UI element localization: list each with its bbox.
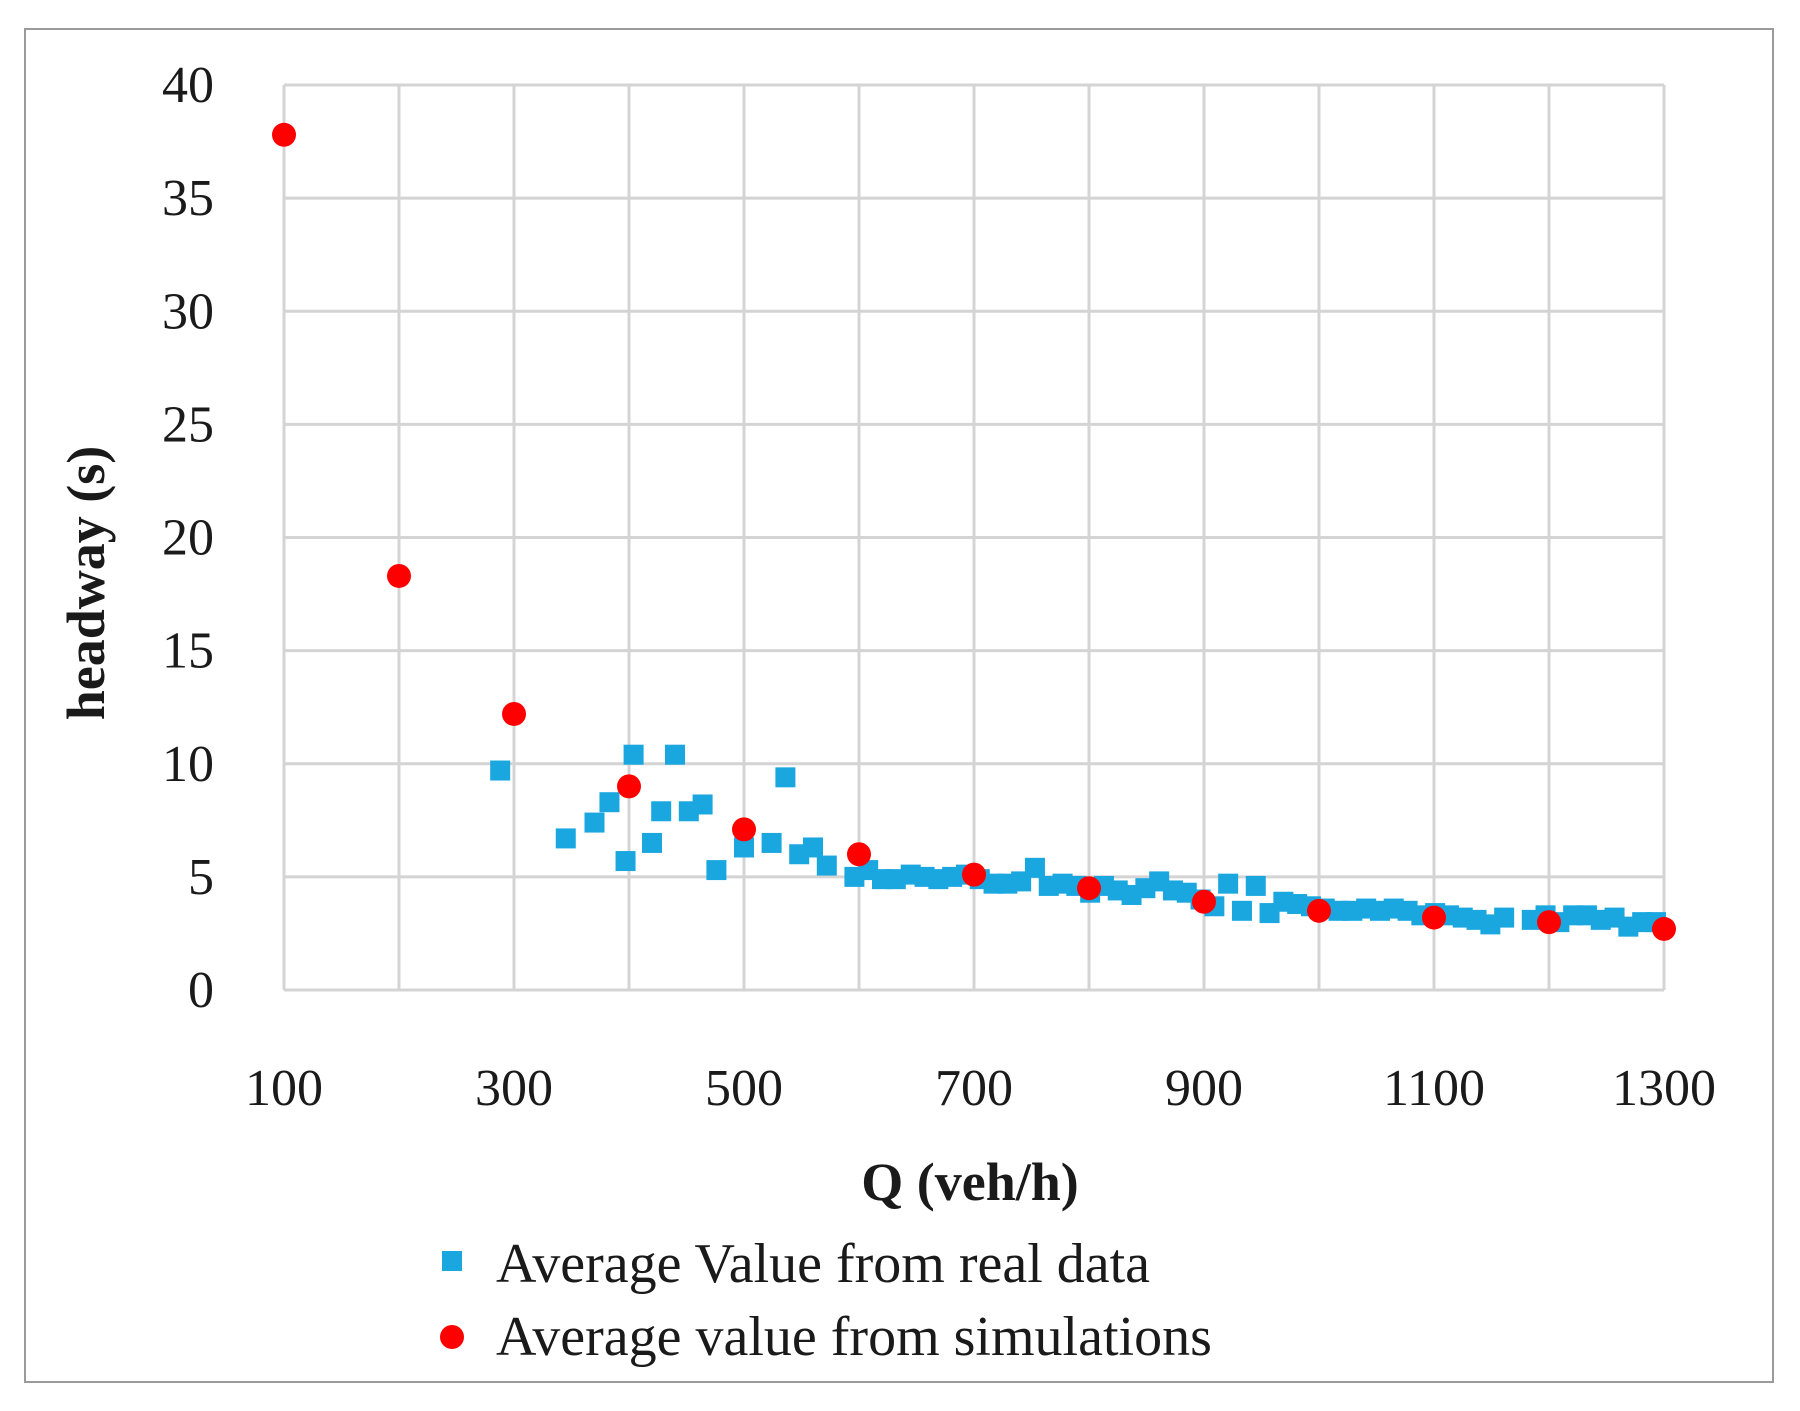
y-tick-label: 30 xyxy=(162,283,214,340)
chart-frame xyxy=(24,28,1774,1383)
real-data-point xyxy=(651,801,672,822)
y-axis-title: headway (s) xyxy=(56,446,116,721)
real-data-point xyxy=(490,760,511,781)
real-data-point xyxy=(623,744,644,765)
simulation-point xyxy=(1077,876,1101,901)
legend-label-real-data: Average Value from real data xyxy=(496,1233,1150,1295)
simulation-point xyxy=(962,862,986,887)
real-data-point xyxy=(775,767,796,788)
y-tick-label: 20 xyxy=(162,510,214,567)
y-tick-label: 25 xyxy=(162,396,214,453)
real-data-point xyxy=(642,832,662,853)
simulation-point xyxy=(847,842,871,867)
y-tick-label: 15 xyxy=(162,623,214,680)
real-data-point xyxy=(665,744,685,765)
real-data-point xyxy=(599,792,620,813)
x-tick-label: 700 xyxy=(935,1060,1013,1117)
x-tick-label: 900 xyxy=(1165,1060,1243,1117)
x-tick-label: 300 xyxy=(475,1060,553,1117)
simulation-point xyxy=(387,563,411,588)
y-tick-label: 40 xyxy=(162,57,214,114)
y-tick-label: 0 xyxy=(188,962,214,1019)
real-data-point xyxy=(816,855,837,876)
y-tick-label: 5 xyxy=(188,849,214,906)
grid-layer xyxy=(282,83,1666,992)
legend: Average Value from real data Average val… xyxy=(440,1233,1212,1368)
real-data-point xyxy=(615,851,636,872)
simulation-point xyxy=(1652,916,1676,941)
real-data-point xyxy=(692,794,713,815)
real-data-point xyxy=(555,828,576,849)
simulation-point xyxy=(732,817,756,842)
real-data-point xyxy=(584,812,605,833)
real-data-point xyxy=(1494,907,1515,928)
marks-layer xyxy=(272,122,1676,941)
ticks-layer: 0 5 10 15 20 25 30 35 40 100 300 500 700 900 1100 1300 xyxy=(162,57,1716,1117)
real-data-point xyxy=(734,837,754,858)
simulation-point xyxy=(1422,905,1446,930)
real-data-point xyxy=(1245,875,1266,896)
real-data-point xyxy=(761,832,782,853)
x-axis-title: Q (veh/h) xyxy=(861,1152,1079,1212)
y-tick-label: 10 xyxy=(162,736,214,793)
x-tick-label: 1300 xyxy=(1612,1060,1716,1117)
simulation-point xyxy=(1537,910,1561,935)
x-tick-label: 100 xyxy=(245,1060,323,1117)
simulation-point xyxy=(617,774,641,799)
real-data-point xyxy=(1024,857,1045,878)
real-data-point xyxy=(706,860,727,881)
simulation-point xyxy=(502,701,526,726)
real-data-point xyxy=(803,837,823,858)
y-tick-label: 35 xyxy=(162,170,214,227)
real-data-point xyxy=(1218,873,1239,894)
legend-label-simulations: Average value from simulations xyxy=(496,1306,1212,1368)
simulation-point xyxy=(1307,898,1331,923)
simulation-point xyxy=(1192,889,1216,914)
legend-marker-simulations xyxy=(440,1325,464,1349)
simulation-point xyxy=(272,122,296,147)
real-data-point xyxy=(1231,900,1252,921)
legend-marker-real-data xyxy=(442,1251,462,1271)
x-tick-label: 500 xyxy=(705,1060,783,1117)
x-tick-label: 1100 xyxy=(1383,1060,1485,1117)
